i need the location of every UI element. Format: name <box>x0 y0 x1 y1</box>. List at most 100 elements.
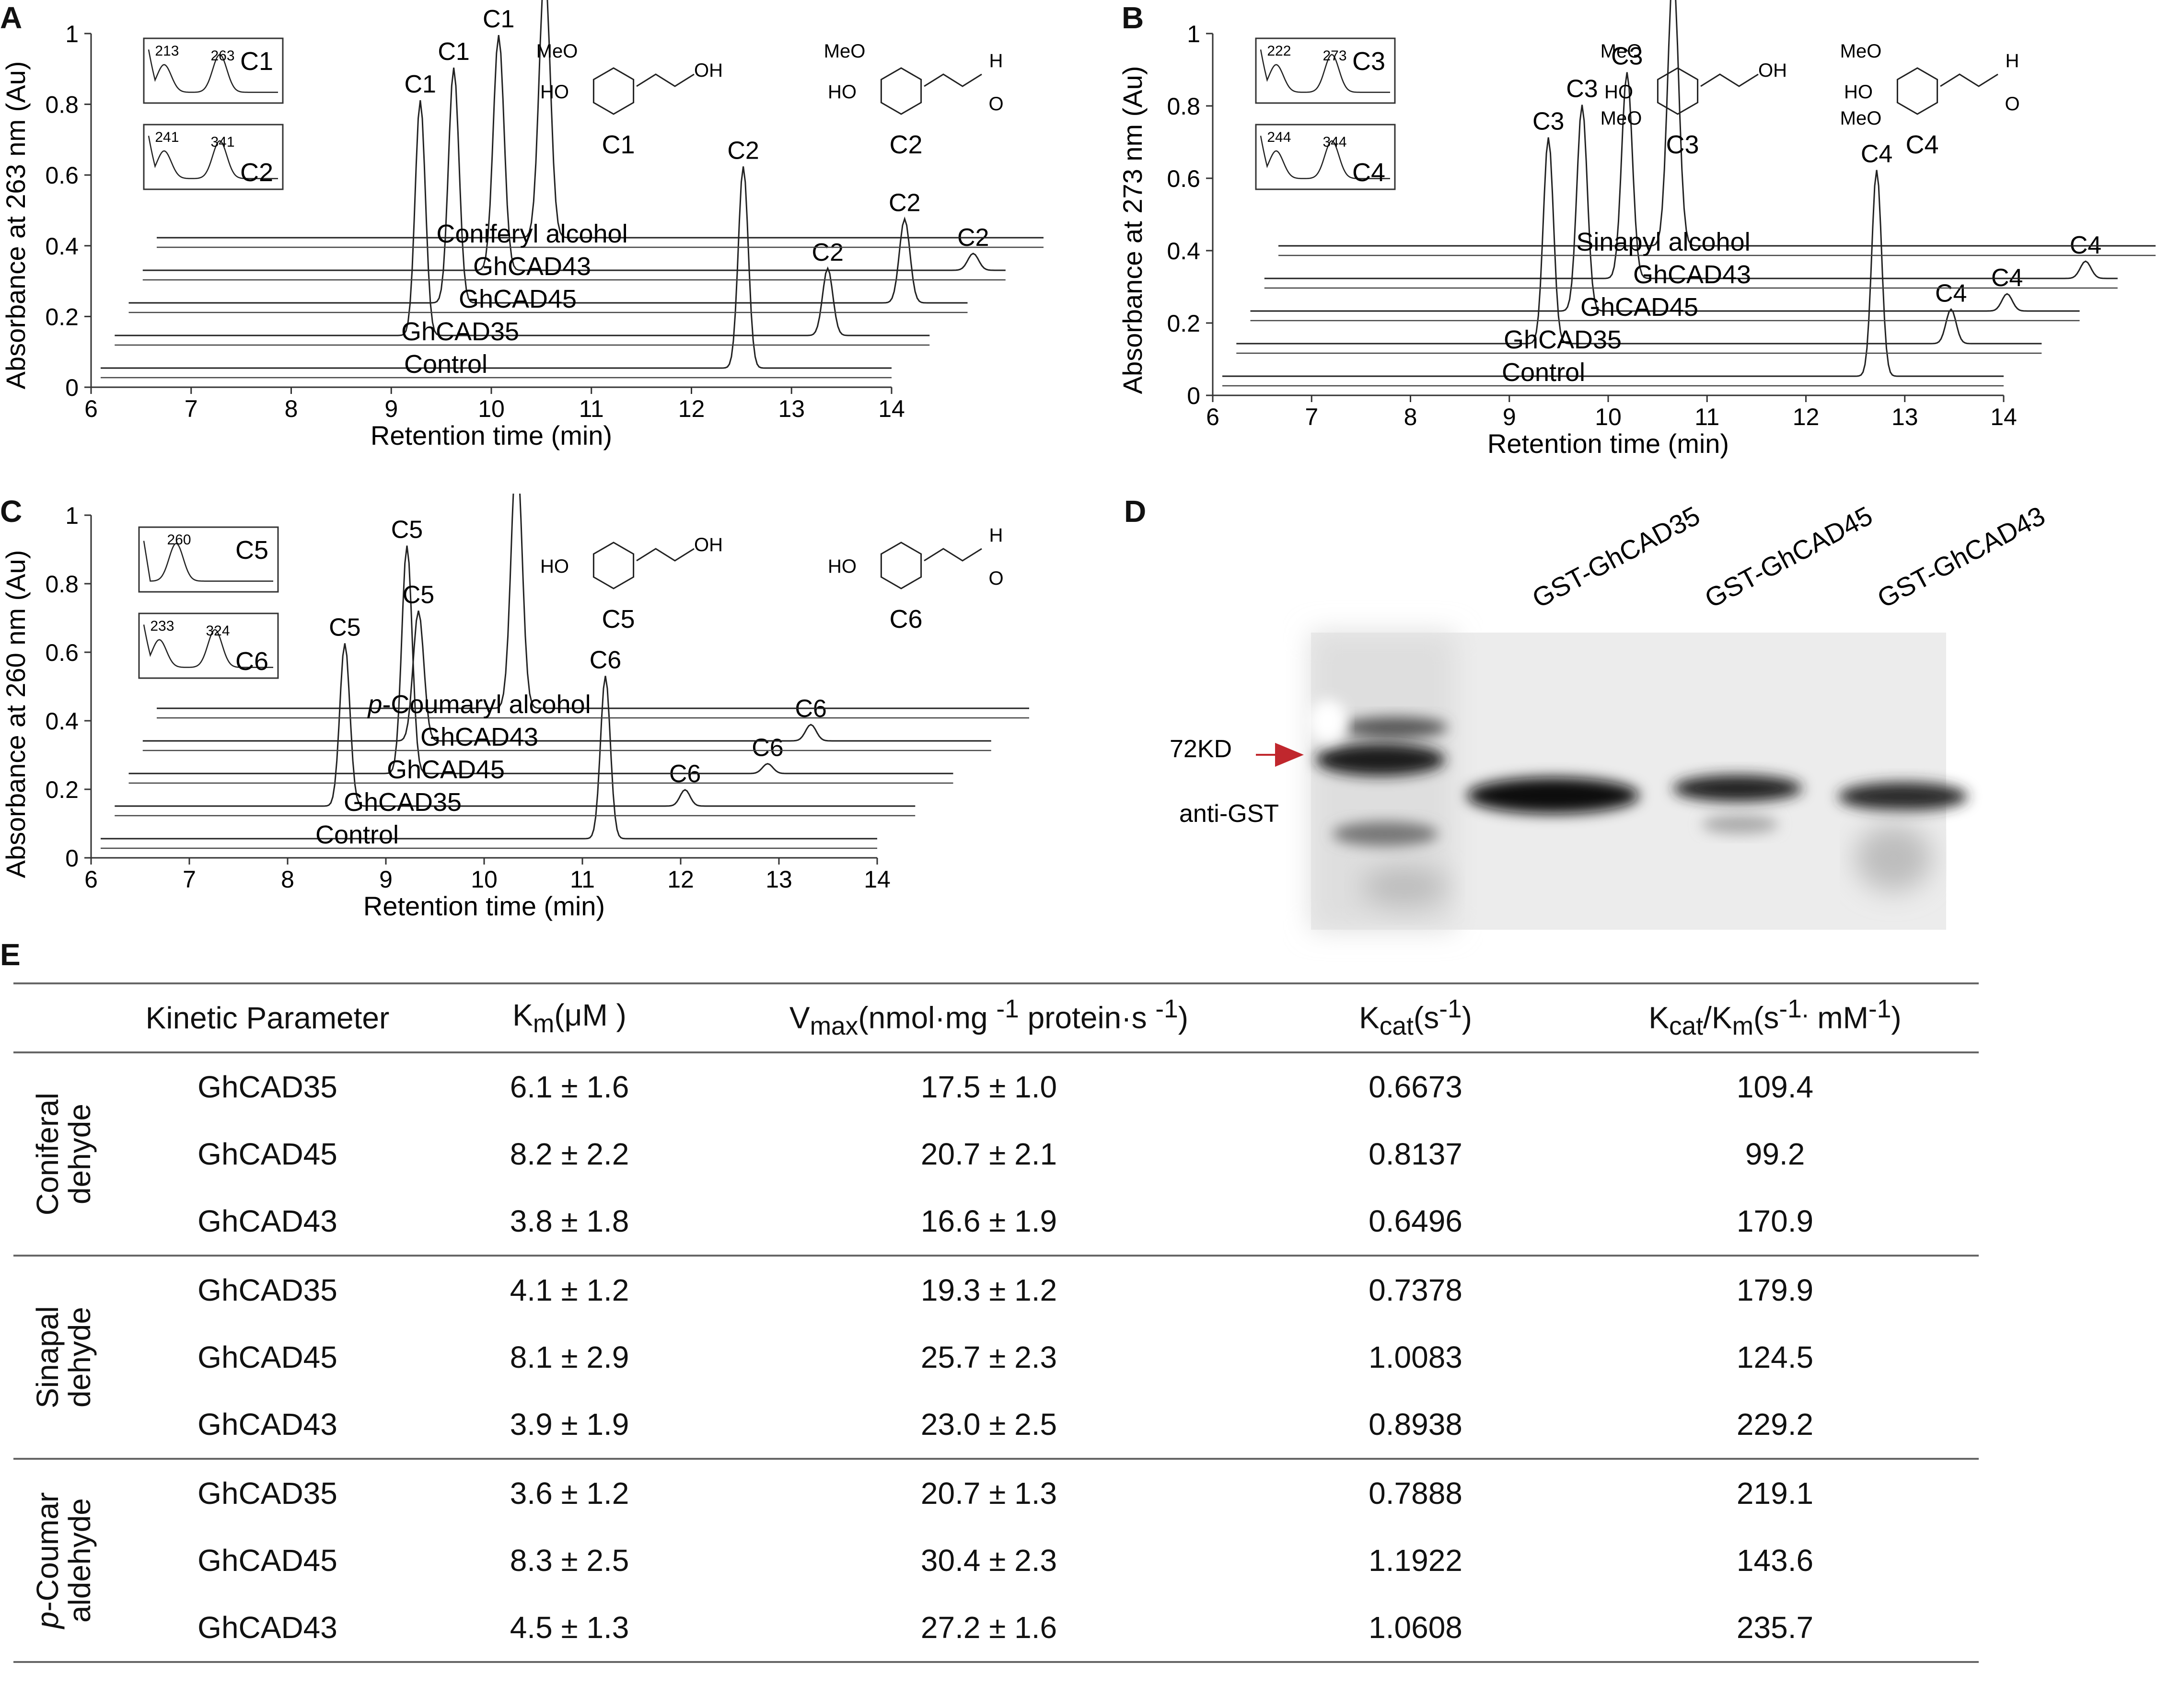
trace-coumaryl-alcohol <box>157 494 1029 709</box>
y-tick-label-1: 1 <box>1187 21 1200 47</box>
y-tick-label-1: 1 <box>65 21 79 47</box>
uv-inset-label-c1: C1 <box>240 47 273 76</box>
peak-label-c6: C6 <box>752 734 783 762</box>
group-label: Sinapal dehyde <box>30 1306 97 1408</box>
header-kcat-km: Kcat/Km(s-1. mM-1) <box>1648 995 1902 1041</box>
x-tick-label-6: 6 <box>1206 404 1219 430</box>
uv-spectrum-c1 <box>148 49 278 93</box>
x-tick-label-10: 10 <box>471 866 498 893</box>
trace-sinapyl-alcohol <box>1278 0 2156 247</box>
header-km: Km(μM ) <box>512 998 626 1038</box>
x-axis-title: Retention time (min) <box>1487 428 1729 459</box>
benzene-ring-c3 <box>1657 67 1699 115</box>
cell-kcat: 0.6496 <box>1369 1204 1462 1238</box>
x-tick-label-8: 8 <box>285 395 298 422</box>
cell-vmax: 19.3 ± 1.2 <box>920 1273 1057 1307</box>
cell-ratio: 99.2 <box>1745 1137 1805 1171</box>
uv-peak-341: 341 <box>210 134 234 150</box>
cell-kcat: 0.8938 <box>1369 1407 1462 1442</box>
y-tick-label-0-2: 0.2 <box>45 303 79 330</box>
trace-ghcad35 <box>115 100 930 336</box>
cell-vmax: 20.7 ± 2.1 <box>920 1137 1057 1171</box>
peak-label-c1: C1 <box>405 70 436 98</box>
y-tick-label-1: 1 <box>65 502 79 529</box>
x-tick-label-6: 6 <box>84 395 98 422</box>
table-row: p-Coumar aldehyde GhCAD35 3.6 ± 1.2 20.7 ± 1… <box>13 1459 1979 1628</box>
x-tick-label-9: 9 <box>1503 404 1516 430</box>
panel-letter-c: C <box>0 494 23 529</box>
x-tick-label-11: 11 <box>1694 404 1719 430</box>
cell-kcat: 1.1922 <box>1369 1543 1462 1578</box>
cell-vmax: 17.5 ± 1.0 <box>920 1070 1057 1104</box>
uv-peak-241: 241 <box>155 129 179 145</box>
structure-label-c6: C6 <box>889 605 922 634</box>
cell-km: 3.9 ± 1.9 <box>510 1407 629 1442</box>
cell-km: 4.1 ± 1.2 <box>510 1273 629 1307</box>
band-gst-ghcad45 <box>1673 775 1802 802</box>
kinetics-table: Kinetic Parameter Km(μM ) Vmax(nmol·mg -… <box>13 982 1979 1663</box>
cell-vmax: 20.7 ± 1.3 <box>920 1476 1057 1511</box>
y-tick-label-0-4: 0.4 <box>45 233 79 260</box>
side-chain-c3 <box>1700 73 1759 87</box>
cell-vmax: 27.2 ± 1.6 <box>920 1610 1057 1645</box>
x-tick-label-13: 13 <box>778 395 805 422</box>
cell-km: 4.5 ± 1.3 <box>510 1610 629 1645</box>
trace-coniferyl-alcohol <box>157 0 1044 239</box>
benzene-ring-c5 <box>592 542 635 589</box>
header-kcat: Kcat(s-1) <box>1359 995 1472 1041</box>
series-label-coumaryl-alcohol: p-Coumaryl alcohol <box>367 690 591 719</box>
series-label-sinapyl-alcohol: Sinapyl alcohol <box>1576 228 1750 256</box>
x-tick-label-7: 7 <box>1305 404 1318 430</box>
group-o-c6: O <box>988 568 1003 589</box>
cell-enzyme: GhCAD45 <box>197 1340 337 1374</box>
series-label-ghcad35: GhCAD35 <box>344 788 462 817</box>
cell-kcat: 1.0083 <box>1369 1340 1462 1374</box>
table-row: GhCAD43 4.5 ± 1.3 27.2 ± 1.6 1.0608 235.7 <box>13 1594 1979 1662</box>
table-row: GhCAD45 8.1 ± 2.9 25.7 ± 2.3 1.0083 124.5 <box>13 1324 1979 1391</box>
y-tick-label-0-6: 0.6 <box>45 639 79 666</box>
side-chain-c4 <box>1940 73 1998 87</box>
series-label-ghcad43: GhCAD43 <box>1633 260 1751 289</box>
x-axis-title: Retention time (min) <box>363 891 605 921</box>
lane-label-gst-ghcad35: GST-GhCAD35 <box>1527 500 1705 614</box>
western-blot-panel: GST-GhCAD35 GST-GhCAD45 GST-GhCAD43 72KD… <box>1170 500 2050 930</box>
group-meo-c1: MeO <box>536 41 578 62</box>
group-label-cell: Coniferal dehyde <box>13 1052 114 1256</box>
uv-peak-260: 260 <box>167 532 191 548</box>
trace-ghcad45 <box>128 545 953 774</box>
series-label-ghcad45: GhCAD45 <box>459 285 577 313</box>
peak-label-c2: C2 <box>889 189 920 217</box>
series-label-ghcad43: GhCAD43 <box>473 252 591 281</box>
cell-vmax: 30.4 ± 2.3 <box>920 1543 1057 1578</box>
table-group-sinapaldehyde: Sinapal dehyde GhCAD35 4.1 ± 1.2 19.3 ± 1.2 0… <box>13 1256 1979 1459</box>
peak-label-c4: C4 <box>1935 279 1967 307</box>
group-meo-c4: MeO <box>1840 108 1882 129</box>
cell-ratio: 219.1 <box>1736 1476 1814 1511</box>
group-meo-c2: MeO <box>824 41 866 62</box>
blot-membrane <box>1309 633 1968 930</box>
chromatogram-panel-a: Absorbance at 263 nm (Au) 6 7 8 9 10 11 12 13 14… <box>0 0 1044 450</box>
x-tick-label-7: 7 <box>185 395 198 422</box>
series-label-ghcad43: GhCAD43 <box>420 723 538 751</box>
cell-enzyme: GhCAD43 <box>197 1610 337 1645</box>
uv-inset-label-c3: C3 <box>1352 47 1385 76</box>
y-tick-label-0-2: 0.2 <box>1167 310 1200 337</box>
peak-label-c5: C5 <box>391 516 423 544</box>
group-label-cell: Sinapal dehyde <box>13 1256 114 1459</box>
cell-vmax: 16.6 ± 1.9 <box>920 1204 1057 1238</box>
y-axis-title: Absorbance at 260 nm (Au) <box>0 550 31 878</box>
antibody-label: anti-GST <box>1179 800 1279 828</box>
series-label-control: Control <box>404 350 487 379</box>
group-ho-c1: HO <box>540 81 569 103</box>
cell-enzyme: GhCAD45 <box>197 1137 337 1171</box>
peak-label-c1: C1 <box>438 38 469 66</box>
y-tick-label-0: 0 <box>65 845 79 872</box>
y-tick-label-0-4: 0.4 <box>1167 238 1200 265</box>
peak-label-c4: C4 <box>1861 140 1892 168</box>
group-oh-c3: OH <box>1758 60 1787 81</box>
uv-peak-244: 244 <box>1267 129 1291 145</box>
y-tick-label-0-8: 0.8 <box>45 92 79 118</box>
uv-peak-222: 222 <box>1267 43 1291 59</box>
cell-kcat: 0.6673 <box>1369 1070 1462 1104</box>
peak-label-c2: C2 <box>812 239 844 266</box>
